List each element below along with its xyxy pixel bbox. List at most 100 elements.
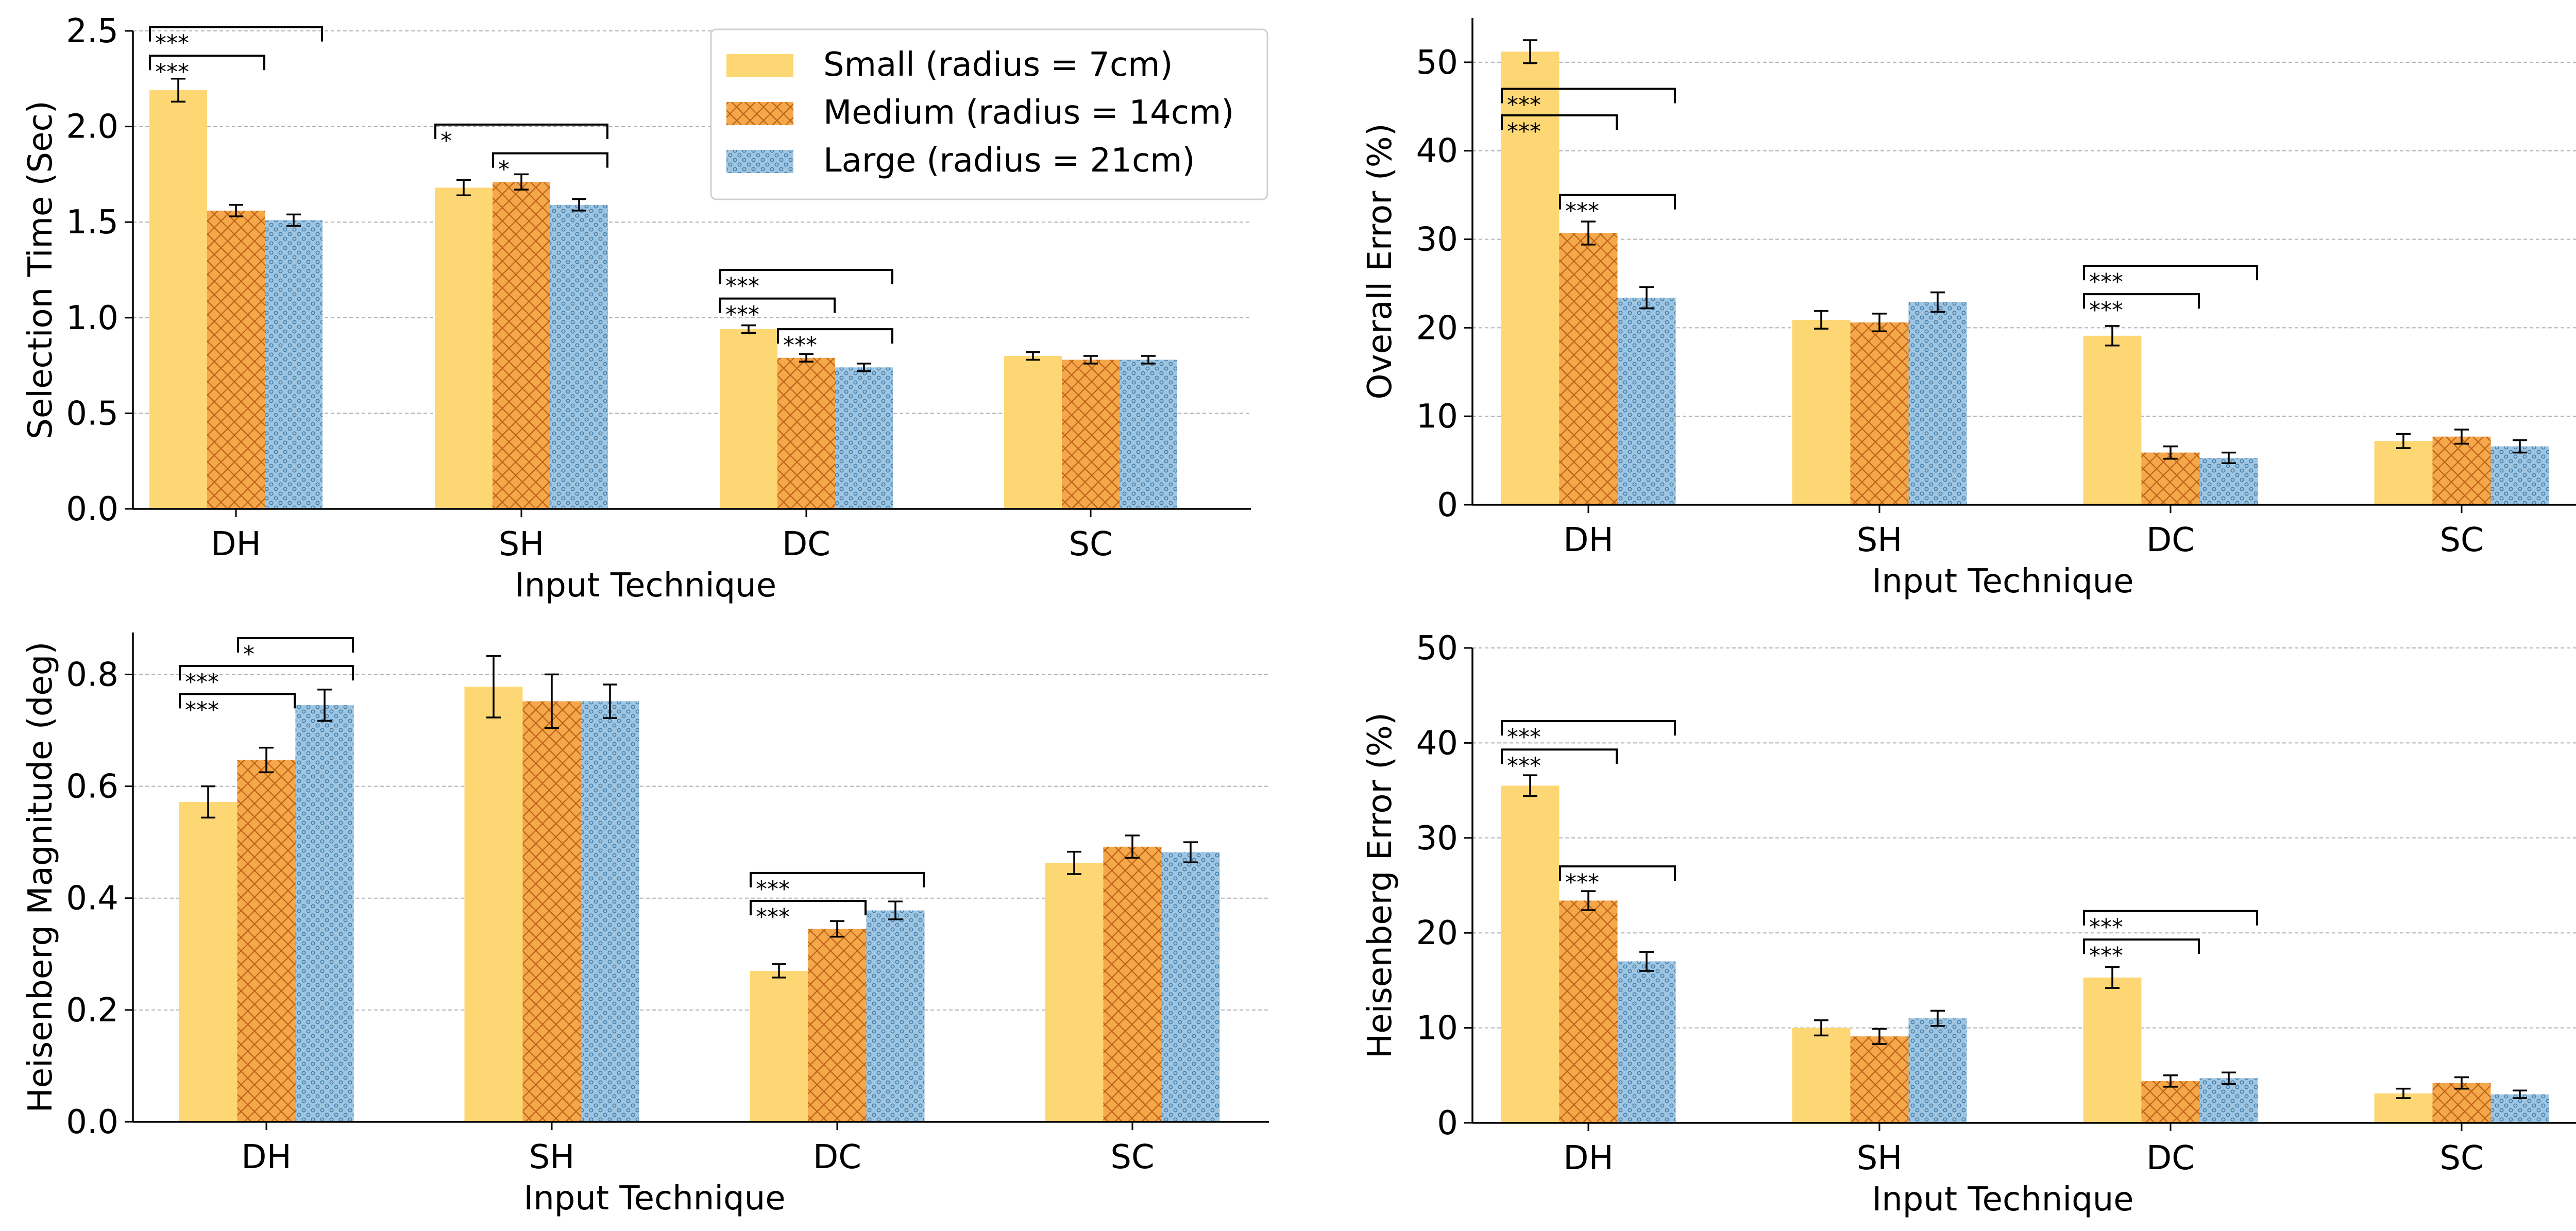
significance-label: *** bbox=[783, 332, 817, 358]
x-tick-label: DC bbox=[813, 1138, 861, 1176]
significance-bracket bbox=[719, 269, 893, 284]
bar-small-dc bbox=[720, 329, 777, 509]
bar-large-sh bbox=[581, 701, 639, 1122]
x-tick-label: DH bbox=[211, 525, 261, 563]
legend-swatch-medium bbox=[726, 102, 793, 125]
significance-bracket bbox=[149, 26, 323, 42]
bar-small-sh bbox=[464, 687, 523, 1122]
bar-small-dc bbox=[2083, 335, 2142, 505]
y-tick-label: 40 bbox=[1416, 132, 1458, 170]
significance-label: *** bbox=[1507, 92, 1541, 118]
legend-frame bbox=[710, 28, 1268, 200]
legend-swatch-small bbox=[726, 54, 793, 77]
x-axis-label: Input Technique bbox=[1872, 1181, 2133, 1219]
legend-label-large: Large (radius = 21cm) bbox=[823, 142, 1195, 180]
bar-medium-sc bbox=[1103, 846, 1162, 1122]
significance-label: *** bbox=[155, 30, 189, 57]
bar-large-dh bbox=[1617, 961, 1676, 1123]
x-tick-label: SC bbox=[2439, 1139, 2483, 1177]
significance-bracket bbox=[1559, 194, 1676, 210]
x-axis-label: Input Technique bbox=[515, 567, 776, 605]
bar-medium-dh bbox=[1559, 233, 1618, 505]
bar-medium-sh bbox=[493, 182, 550, 509]
legend-swatch-large bbox=[726, 150, 793, 173]
significance-label: *** bbox=[1565, 869, 1599, 896]
significance-bracket bbox=[1501, 114, 1618, 130]
bar-large-dc bbox=[2199, 1078, 2258, 1123]
bar-small-sh bbox=[1792, 319, 1851, 505]
significance-label: *** bbox=[725, 302, 759, 328]
significance-label: *** bbox=[2089, 297, 2123, 323]
significance-label: * bbox=[243, 641, 255, 668]
significance-label: *** bbox=[1507, 118, 1541, 145]
y-tick-label: 0.0 bbox=[66, 490, 118, 528]
bar-medium-sh bbox=[522, 701, 581, 1122]
y-axis-label: Heisenberg Error (%) bbox=[1361, 712, 1399, 1058]
significance-bracket bbox=[2083, 293, 2200, 309]
x-tick-label: SH bbox=[1857, 521, 1903, 559]
x-tick-label: SH bbox=[1857, 1139, 1903, 1177]
x-tick-label: SC bbox=[2439, 521, 2483, 559]
legend-label-medium: Medium (radius = 14cm) bbox=[823, 94, 1234, 132]
x-axis-label: Input Technique bbox=[1872, 562, 2133, 601]
y-tick-label: 40 bbox=[1416, 724, 1458, 762]
y-tick-label: 50 bbox=[1416, 44, 1458, 82]
selection-time-chart: 0.00.51.01.52.02.5*****************DH SH D… bbox=[22, 12, 1251, 605]
legend: Small (radius = 7cm) Medium (radius = 14… bbox=[710, 28, 1268, 200]
significance-bracket bbox=[237, 637, 354, 653]
bar-large-dc bbox=[866, 910, 925, 1122]
bar-large-sh bbox=[1908, 302, 1967, 505]
bar-small-dh bbox=[1501, 52, 1560, 505]
legend-label-small: Small (radius = 7cm) bbox=[823, 46, 1173, 84]
y-tick-label: 0.5 bbox=[66, 395, 118, 433]
x-tick-label: SC bbox=[1069, 525, 1112, 563]
bar-small-dc bbox=[2083, 977, 2142, 1123]
x-tick-label: SH bbox=[529, 1138, 575, 1176]
bar-small-sc bbox=[2374, 441, 2433, 505]
significance-label: * bbox=[440, 128, 452, 154]
bar-large-dc bbox=[2199, 457, 2258, 505]
significance-label: *** bbox=[2089, 269, 2123, 295]
y-tick-label: 20 bbox=[1416, 309, 1458, 347]
significance-label: *** bbox=[185, 697, 219, 723]
significance-bracket bbox=[434, 123, 608, 139]
x-tick-label: DC bbox=[2146, 521, 2195, 559]
y-tick-label: 30 bbox=[1416, 221, 1458, 259]
significance-label: *** bbox=[1565, 198, 1599, 225]
bar-medium-sc bbox=[2432, 1083, 2491, 1123]
significance-bracket bbox=[1501, 748, 1618, 764]
bar-medium-sh bbox=[1850, 322, 1909, 505]
bar-medium-dh bbox=[237, 760, 296, 1122]
x-tick-label: DC bbox=[2146, 1139, 2195, 1177]
bar-small-sc bbox=[1004, 356, 1062, 509]
bar-medium-sc bbox=[2432, 436, 2491, 505]
bar-small-sh bbox=[1792, 1028, 1851, 1123]
significance-label: *** bbox=[2089, 943, 2123, 969]
significance-bracket bbox=[179, 665, 354, 681]
x-tick-label: DH bbox=[1563, 521, 1613, 559]
bar-large-dc bbox=[835, 367, 893, 509]
y-tick-label: 2.0 bbox=[66, 108, 118, 146]
y-tick-label: 0.6 bbox=[66, 768, 118, 806]
bar-medium-sh bbox=[1850, 1036, 1909, 1123]
bar-medium-dc bbox=[2141, 452, 2200, 505]
x-tick-label: SC bbox=[1110, 1138, 1154, 1176]
significance-label: *** bbox=[155, 59, 189, 85]
bar-medium-sc bbox=[1062, 360, 1120, 509]
bar-large-sh bbox=[550, 204, 608, 509]
x-tick-label: DH bbox=[241, 1138, 291, 1176]
bar-small-dc bbox=[750, 970, 808, 1122]
bar-large-dh bbox=[265, 220, 323, 509]
bar-large-sc bbox=[2490, 1094, 2549, 1123]
bar-large-sc bbox=[1161, 852, 1220, 1122]
y-tick-label: 0 bbox=[1437, 1104, 1458, 1142]
y-axis-label: Selection Time (Sec) bbox=[22, 100, 60, 439]
bar-medium-dc bbox=[808, 929, 867, 1122]
significance-bracket bbox=[2083, 910, 2258, 926]
bar-large-sc bbox=[2490, 446, 2549, 505]
bar-small-sh bbox=[435, 187, 493, 509]
x-tick-label: SH bbox=[499, 525, 545, 563]
y-tick-label: 10 bbox=[1416, 1010, 1458, 1048]
